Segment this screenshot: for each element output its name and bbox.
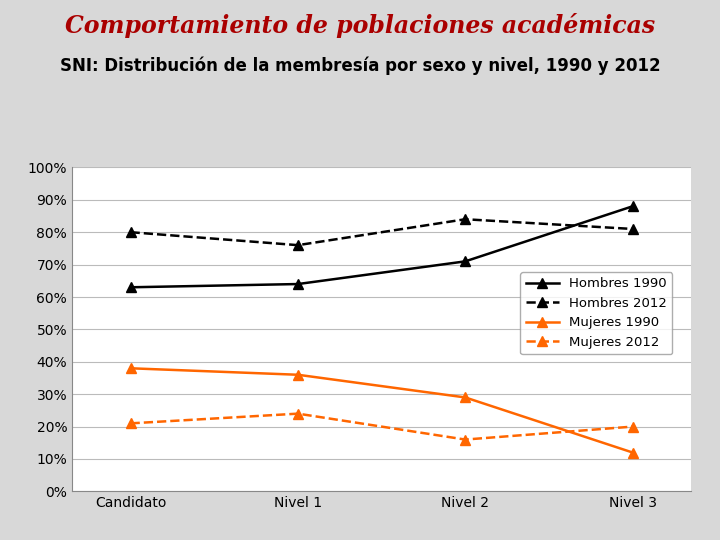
Line: Mujeres 2012: Mujeres 2012 xyxy=(126,409,637,444)
Hombres 2012 xyxy=(461,216,469,222)
Hombres 2012 xyxy=(126,229,135,235)
Mujeres 1990 xyxy=(629,449,637,456)
Text: SNI: Distribución de la membresía por sexo y nivel, 1990 y 2012: SNI: Distribución de la membresía por se… xyxy=(60,57,660,75)
Hombres 1990 xyxy=(126,284,135,291)
Mujeres 2012 xyxy=(126,420,135,427)
Line: Hombres 1990: Hombres 1990 xyxy=(126,201,637,292)
Mujeres 1990 xyxy=(461,394,469,401)
Hombres 2012 xyxy=(294,242,302,248)
Hombres 2012 xyxy=(629,226,637,232)
Mujeres 2012 xyxy=(294,410,302,417)
Mujeres 2012 xyxy=(461,436,469,443)
Line: Hombres 2012: Hombres 2012 xyxy=(126,214,637,250)
Mujeres 1990 xyxy=(294,372,302,378)
Hombres 1990 xyxy=(461,258,469,265)
Mujeres 2012 xyxy=(629,423,637,430)
Line: Mujeres 1990: Mujeres 1990 xyxy=(126,363,637,457)
Legend: Hombres 1990, Hombres 2012, Mujeres 1990, Mujeres 2012: Hombres 1990, Hombres 2012, Mujeres 1990… xyxy=(521,272,672,354)
Hombres 1990 xyxy=(629,203,637,210)
Text: Comportamiento de poblaciones académicas: Comportamiento de poblaciones académicas xyxy=(65,14,655,38)
Hombres 1990 xyxy=(294,281,302,287)
Mujeres 1990 xyxy=(126,365,135,372)
